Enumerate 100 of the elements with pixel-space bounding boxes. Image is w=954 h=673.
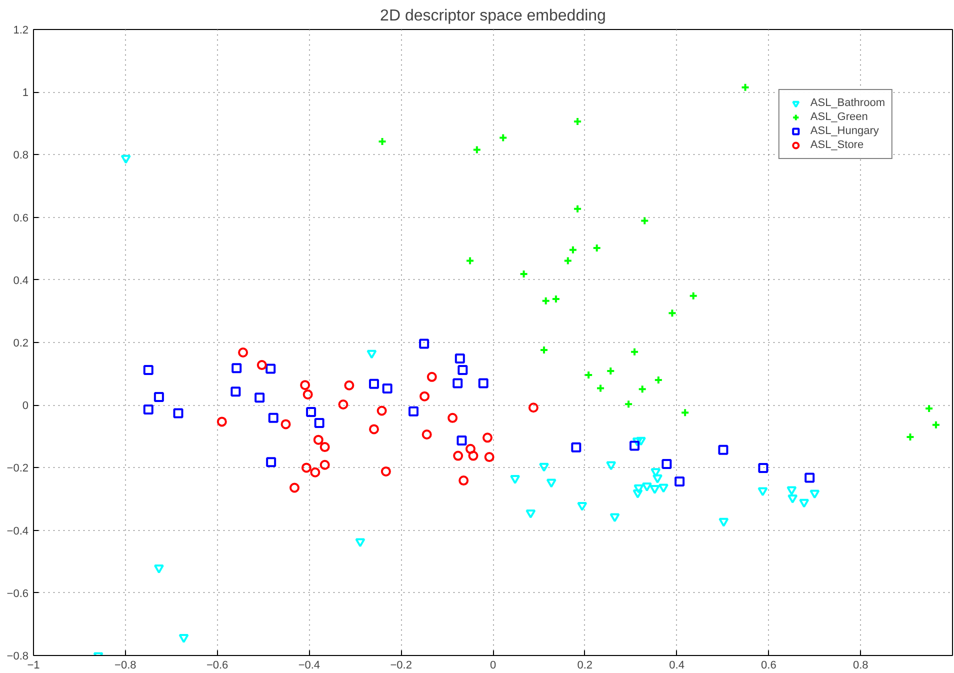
point (338, 399, 348, 410)
point (310, 467, 320, 478)
point (931, 420, 940, 430)
point (662, 458, 672, 469)
point (638, 384, 647, 394)
x-tick-label: 0.8 (852, 660, 868, 672)
point (799, 498, 810, 508)
point (452, 378, 463, 388)
point (456, 435, 467, 446)
point (173, 408, 184, 418)
point (546, 478, 556, 488)
point (368, 378, 379, 389)
point (680, 408, 690, 418)
point (366, 350, 377, 359)
point (238, 348, 248, 358)
point (458, 476, 469, 486)
point (466, 256, 475, 266)
point (448, 412, 458, 423)
point (320, 442, 330, 452)
point (355, 538, 366, 548)
point (454, 353, 465, 364)
point (652, 474, 662, 484)
y-tick-label: 0.8 (13, 150, 29, 162)
point (624, 400, 634, 409)
legend-label: ASL_Store (810, 138, 864, 152)
point (426, 372, 437, 382)
point (658, 484, 668, 493)
x-tick-label: 0.4 (669, 660, 684, 672)
x-tick-label: −0.6 (206, 660, 228, 672)
point (453, 450, 464, 461)
point (154, 564, 164, 574)
point (636, 436, 646, 446)
y-tick-label: 0.6 (13, 212, 29, 224)
point (230, 386, 241, 397)
y-tick-label: 0 (22, 400, 29, 412)
x-tick-label: −1 (27, 660, 40, 672)
point (640, 216, 650, 226)
point (301, 462, 312, 473)
point (674, 476, 685, 486)
point (632, 489, 643, 498)
point (810, 490, 820, 499)
legend-label: ASL_Green (810, 110, 868, 124)
point (465, 444, 476, 454)
point (376, 406, 387, 416)
point (630, 440, 640, 451)
point (468, 450, 478, 461)
point (526, 509, 536, 518)
x-tick-label: 0.6 (761, 660, 776, 672)
x-tick-label: −0.2 (390, 660, 412, 672)
point (758, 487, 768, 496)
point (268, 412, 278, 423)
y-tick-label: 1 (22, 87, 29, 100)
point (472, 145, 482, 154)
point (300, 380, 310, 390)
y-tick-label: −0.6 (6, 588, 29, 600)
chart-title: 2D descriptor space embedding (380, 8, 606, 24)
point (380, 466, 391, 476)
x-tick-label: −0.8 (114, 660, 136, 672)
point (143, 404, 154, 414)
point (539, 462, 550, 472)
point (650, 485, 660, 494)
point (498, 133, 508, 142)
point (510, 475, 520, 484)
point (382, 384, 392, 394)
point (419, 338, 430, 349)
point (718, 444, 728, 455)
point (306, 406, 316, 417)
point (718, 518, 729, 527)
point (422, 430, 432, 440)
point (408, 406, 419, 416)
point (668, 308, 677, 318)
point (610, 513, 620, 522)
point (232, 363, 242, 374)
point (178, 634, 189, 643)
point (758, 463, 768, 474)
point (256, 360, 267, 370)
legend-label: ASL_Bathroom (810, 96, 885, 110)
point (571, 442, 582, 452)
point (420, 391, 430, 402)
y-tick-label: −0.2 (6, 462, 29, 475)
point (634, 484, 644, 494)
point (289, 482, 300, 493)
legend-label: ASL_Hungary (810, 124, 879, 138)
point (254, 392, 265, 403)
point (143, 365, 154, 376)
point (606, 461, 616, 470)
point (266, 457, 276, 468)
point (314, 418, 324, 428)
x-tick-label: 0 (490, 660, 496, 672)
y-tick-label: 0.2 (13, 338, 29, 350)
point (786, 486, 797, 496)
point (458, 365, 468, 376)
point (482, 432, 492, 443)
point (528, 402, 538, 413)
point (320, 460, 330, 470)
point (280, 419, 291, 430)
point (313, 434, 324, 445)
y-tick-label: −0.4 (6, 525, 29, 538)
point (541, 296, 550, 306)
point (650, 468, 661, 478)
